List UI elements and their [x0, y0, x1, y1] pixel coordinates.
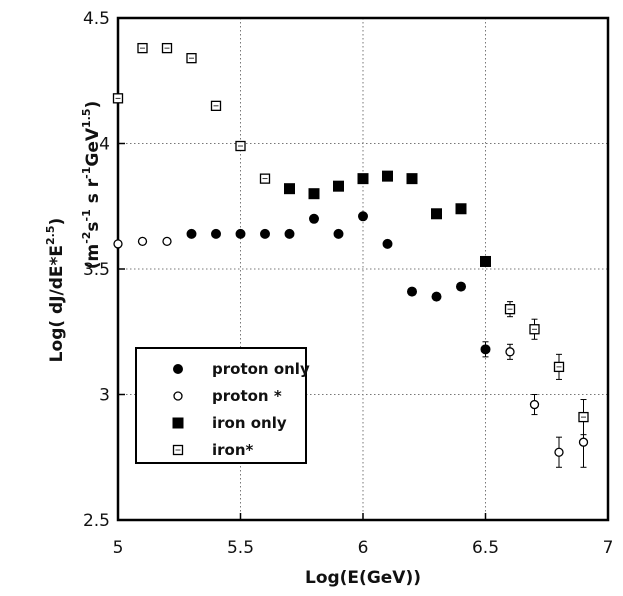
y-axis-units: (m-2s-1 s r-1GeV1.5) [80, 101, 103, 270]
data-point [162, 236, 172, 247]
y-axis-title-end: ) [47, 218, 67, 226]
svg-text:(m-2s-1 s r-1GeV1.5): (m-2s-1 s r-1GeV1.5) [80, 101, 103, 270]
data-point [578, 437, 589, 447]
data-point [529, 399, 540, 410]
data-point [407, 286, 417, 297]
y-units-sr: s r [83, 178, 103, 209]
y-units-close: ) [83, 101, 103, 109]
data-point [456, 281, 466, 292]
legend-box [135, 347, 307, 464]
data-point [113, 239, 123, 249]
data-point [357, 173, 369, 185]
x-tick-label: 7 [603, 538, 614, 558]
data-point [480, 344, 491, 355]
data-point [455, 203, 467, 215]
y-units-sr-exp: -1 [80, 167, 93, 179]
y-units-gev: GeV [83, 127, 103, 166]
data-point [406, 173, 418, 185]
legend-marker [173, 364, 183, 374]
data-point [137, 236, 148, 247]
legend-marker [173, 391, 183, 401]
grid [118, 18, 608, 520]
data-point [333, 228, 344, 239]
y-axis-title-main: Log( dJ/dE*E [47, 245, 67, 362]
data-point [211, 228, 221, 239]
y-tick-label: 4.5 [83, 9, 110, 29]
x-tick-label: 5 [113, 538, 124, 558]
y-units-gev-exp: 1.5 [80, 108, 93, 128]
series-iron [112, 42, 589, 436]
y-axis-title: Log( dJ/dE*E2.5) [44, 218, 67, 363]
x-tick-label: 6.5 [472, 538, 499, 558]
svg-text:Log( dJ/dE*E2.5): Log( dJ/dE*E2.5) [44, 218, 67, 363]
y-axis-title-sup: 2.5 [44, 225, 57, 245]
legend-label: iron only [212, 414, 287, 432]
data-point [431, 208, 442, 220]
legend-label: proton only [212, 360, 310, 378]
data-point [480, 255, 491, 267]
data-point [309, 213, 319, 224]
legend-marker [172, 417, 184, 429]
y-tick-label: 3 [99, 386, 110, 406]
legend-label: proton * [212, 387, 282, 405]
data-point [554, 447, 564, 457]
y-units-m-exp: -2 [80, 232, 93, 244]
y-units-s: s [83, 221, 103, 231]
axis-ticks: 5 5.5 6 6.5 7 2.5 3 3.5 4 4.5 [83, 9, 613, 558]
data-point [284, 183, 295, 195]
x-tick-label: 6 [358, 538, 369, 558]
data-point [382, 238, 393, 249]
data-points [112, 42, 589, 468]
data-point [308, 188, 320, 200]
data-point [260, 228, 270, 239]
legend-label: iron* [212, 441, 254, 459]
data-point [284, 228, 295, 239]
y-units-s-exp: -1 [80, 209, 93, 221]
y-tick-label: 4 [99, 135, 110, 155]
x-axis-title: Log(E(GeV)) [305, 568, 421, 588]
data-point [333, 180, 344, 192]
series-iron-only [284, 170, 491, 267]
y-tick-label: 2.5 [83, 511, 110, 531]
series-proton [113, 236, 589, 468]
data-point [431, 291, 442, 302]
y-tick-label: 3.5 [83, 260, 110, 280]
data-point [186, 228, 197, 239]
legend: proton only proton * iron only iron* [135, 347, 310, 464]
y-units-m: (m [83, 244, 103, 269]
data-point [505, 347, 515, 357]
data-point [358, 211, 368, 222]
x-tick-label: 5.5 [227, 538, 254, 558]
data-point [382, 170, 393, 182]
data-point [235, 228, 246, 239]
series-proton-only [186, 211, 491, 358]
